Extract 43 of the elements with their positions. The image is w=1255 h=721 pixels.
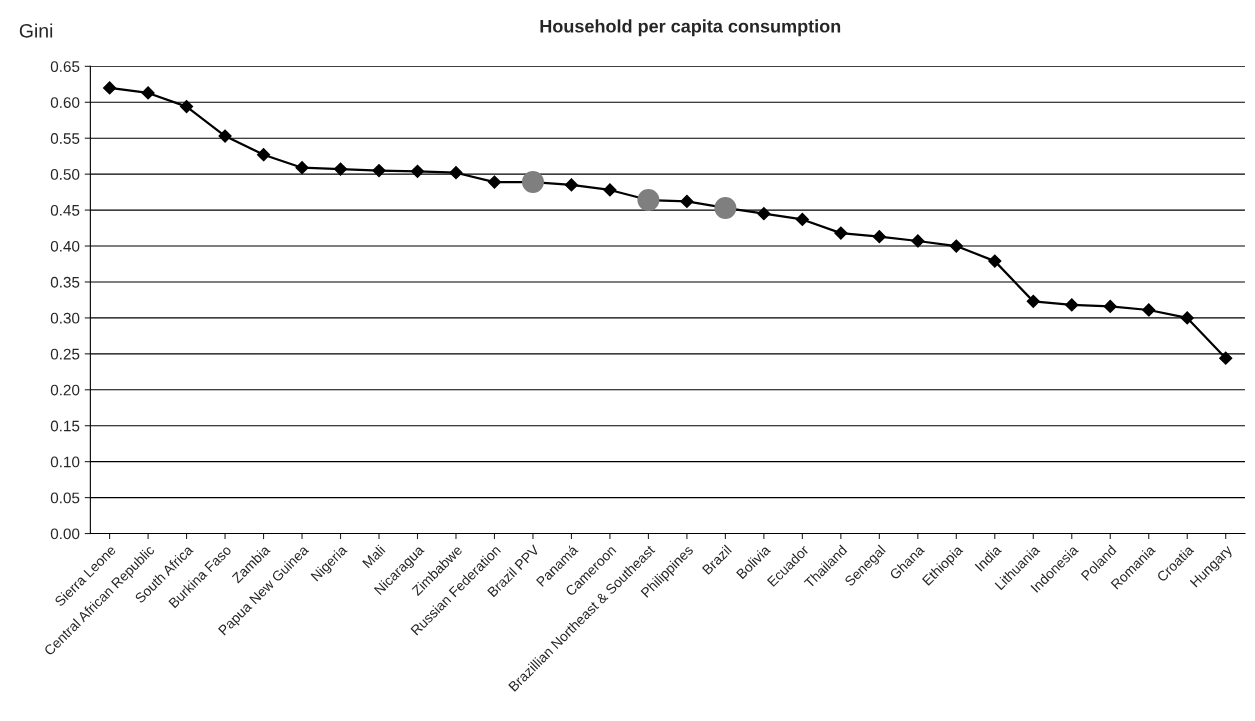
y-tick-label: 0.30	[50, 312, 80, 324]
y-tick-label: 0.40	[50, 240, 80, 252]
point	[795, 212, 809, 227]
point	[487, 175, 502, 189]
point	[1180, 311, 1194, 325]
y-tick-label: 0.50	[50, 169, 80, 180]
y-tick-label: 0.60	[50, 97, 80, 108]
y-tick-label: 0.00	[50, 528, 80, 540]
point	[141, 86, 155, 100]
point	[911, 234, 925, 248]
point	[372, 163, 386, 178]
point	[757, 207, 771, 221]
point	[603, 183, 617, 197]
y-tick-label: 0.45	[50, 204, 80, 216]
point	[295, 161, 309, 175]
chart-title: Household per capita consumption	[540, 19, 841, 37]
point	[410, 164, 425, 178]
point	[218, 129, 232, 143]
point	[872, 230, 886, 244]
point	[564, 178, 579, 192]
point	[949, 239, 963, 253]
point	[1219, 351, 1233, 365]
point	[1103, 299, 1117, 313]
y-tick-label: 0.05	[50, 492, 80, 504]
point	[834, 226, 848, 240]
point	[1026, 294, 1040, 308]
y-tick-label: 0.25	[50, 348, 80, 360]
point	[1142, 303, 1156, 317]
y-tick-label: 0.15	[50, 420, 80, 432]
point	[988, 254, 1002, 268]
y-tick-label: 0.10	[50, 456, 80, 468]
point	[449, 166, 463, 180]
point	[1065, 298, 1079, 312]
y-tick-label: 0.20	[50, 384, 80, 396]
y-tick-label: 0.55	[50, 133, 80, 144]
y-tick-label: 0.65	[50, 61, 80, 73]
point	[179, 99, 194, 114]
point	[103, 81, 117, 95]
point	[256, 148, 271, 162]
point	[680, 194, 694, 209]
y-tick-label: 0.35	[50, 276, 80, 288]
point	[333, 162, 348, 176]
y-axis-title: Gini	[19, 23, 53, 38]
